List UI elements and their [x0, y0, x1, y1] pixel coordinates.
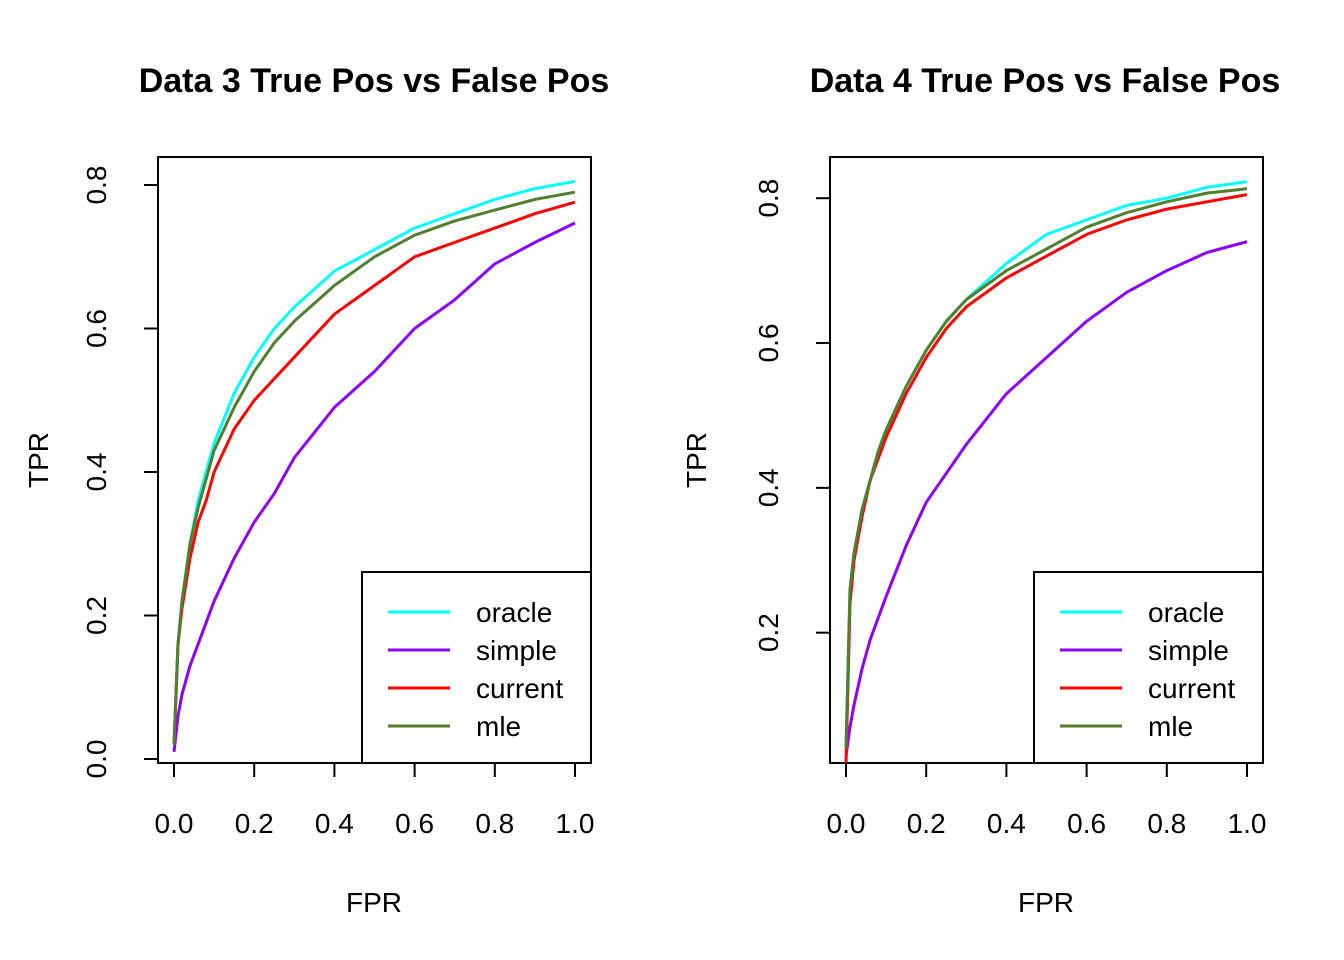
legend-box	[361, 571, 592, 764]
x-axis-title: FPR	[346, 887, 402, 918]
x-tick-label: 1.0	[1228, 808, 1267, 839]
legend: oracle simple current mle	[1033, 571, 1264, 764]
x-tick-label: 0.6	[1067, 808, 1106, 839]
x-tick-label: 0.2	[235, 808, 274, 839]
legend-box	[1033, 571, 1264, 764]
series-line-mle	[172, 190, 576, 745]
x-tick-label: 1.0	[556, 808, 595, 839]
x-tick-label: 0.0	[155, 808, 194, 839]
x-tick-label: 0.4	[315, 808, 354, 839]
legend-label-simple: simple	[476, 635, 557, 666]
x-tick-label: 0.8	[475, 808, 514, 839]
y-tick-label: 0.8	[753, 179, 784, 218]
roc-panel-data-4: Data 4 True Pos vs False Pos FPR TPR 0.0…	[681, 62, 1280, 918]
roc-panel-data-3: Data 3 True Pos vs False Pos FPR TPR 0.0…	[23, 62, 609, 918]
y-tick-label: 0.2	[81, 596, 112, 635]
legend-label-mle: mle	[1148, 711, 1193, 742]
x-tick-label: 0.6	[395, 808, 434, 839]
y-tick-label: 0.4	[81, 453, 112, 492]
x-tick-label: 0.4	[987, 808, 1026, 839]
x-tick-label: 0.0	[827, 808, 866, 839]
y-axis-title: TPR	[681, 432, 712, 488]
chart-title: Data 3 True Pos vs False Pos	[139, 62, 610, 100]
legend: oracle simple current mle	[361, 571, 592, 764]
y-tick-label: 0.4	[753, 468, 784, 507]
legend-label-oracle: oracle	[476, 597, 552, 628]
y-tick-label: 0.6	[81, 309, 112, 348]
legend-label-oracle: oracle	[1148, 597, 1224, 628]
legend-label-current: current	[476, 673, 563, 704]
x-axis: 0.0 0.2 0.4 0.6 0.8 1.0	[827, 763, 1267, 839]
legend-label-mle: mle	[476, 711, 521, 742]
y-tick-label: 0.0	[81, 740, 112, 779]
series-line-simple	[844, 240, 1248, 757]
x-tick-label: 0.8	[1147, 808, 1186, 839]
series-layer	[172, 179, 576, 752]
y-tick-label: 0.8	[81, 166, 112, 205]
chart-title: Data 4 True Pos vs False Pos	[810, 62, 1281, 100]
legend-label-current: current	[1148, 673, 1235, 704]
x-axis: 0.0 0.2 0.4 0.6 0.8 1.0	[155, 763, 595, 839]
y-tick-label: 0.2	[753, 613, 784, 652]
x-tick-label: 0.2	[907, 808, 946, 839]
series-line-mle	[844, 187, 1248, 749]
y-axis: 0.0 0.2 0.4 0.6 0.8	[81, 166, 158, 779]
y-axis-title: TPR	[23, 432, 54, 488]
x-axis-title: FPR	[1018, 887, 1074, 918]
series-line-simple	[172, 221, 576, 752]
series-layer	[844, 180, 1248, 764]
legend-label-simple: simple	[1148, 635, 1229, 666]
y-axis: 0.2 0.4 0.6 0.8	[753, 179, 830, 652]
series-line-current	[172, 200, 576, 745]
y-tick-label: 0.6	[753, 324, 784, 363]
